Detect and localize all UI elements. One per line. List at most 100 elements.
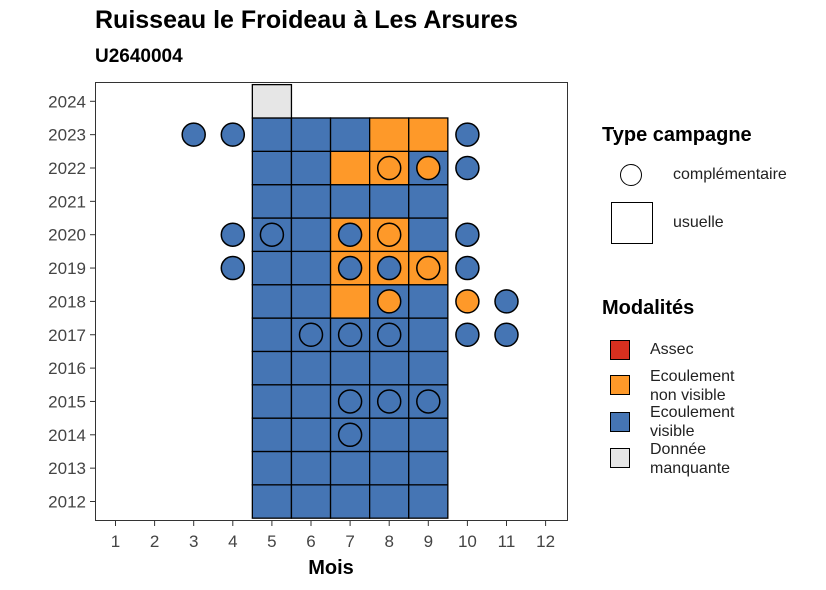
legend-swatch-assec [610, 340, 630, 360]
legend-type-title: Type campagne [602, 124, 752, 146]
legend-type-usuelle: usuelle [673, 214, 724, 231]
legend-square-shape [611, 202, 653, 244]
point-2019-7-ecoulement-visible [337, 255, 363, 281]
tile-2015-6-ecoulement-visible [290, 384, 332, 419]
tile-2014-5-ecoulement-visible [251, 417, 293, 453]
x-tick-label: 4 [228, 532, 237, 551]
tile-2016-5-ecoulement-visible [251, 350, 293, 386]
legend-label-donnee-manquante: Donnée manquante [650, 441, 731, 477]
x-tick-label: 7 [345, 532, 354, 551]
tile-2021-6-ecoulement-visible [290, 184, 332, 219]
y-tick-label: 2014 [48, 426, 86, 445]
x-tick-label: 5 [267, 532, 276, 551]
x-tick-label: 12 [536, 532, 555, 551]
legend-circle-shape [620, 164, 642, 186]
point-2023-10-ecoulement-visible [455, 122, 480, 147]
point-2017-10-ecoulement-visible [455, 322, 480, 347]
point-2019-10-ecoulement-visible [455, 255, 480, 281]
point-2015-7-ecoulement-visible [337, 389, 363, 414]
point-2018-10-ecoulement-non-visible [455, 289, 480, 314]
tile-2019-5-ecoulement-visible [251, 250, 293, 286]
tile-2014-6-ecoulement-visible [290, 417, 332, 453]
tile-2012-5-ecoulement-visible [251, 484, 293, 519]
point-2020-4-ecoulement-visible [220, 222, 246, 247]
point-2020-5-ecoulement-visible [259, 222, 285, 247]
tile-2018-6-ecoulement-visible [290, 284, 332, 319]
tile-2023-5-ecoulement-visible [251, 117, 293, 152]
legend-type-complementaire: complémentaire [673, 166, 787, 183]
tile-2021-8-ecoulement-visible [368, 184, 410, 219]
tile-2022-5-ecoulement-visible [251, 150, 293, 186]
legend-label-ecoulement-non-visible: Ecoulement non visible [650, 368, 735, 404]
point-2015-9-ecoulement-visible [416, 389, 441, 414]
tile-2017-5-ecoulement-visible [251, 317, 293, 353]
y-tick-label: 2021 [48, 192, 86, 211]
tile-2013-7-ecoulement-visible [329, 450, 371, 486]
legend-modalites-title: Modalités [602, 297, 695, 319]
tile-2021-7-ecoulement-visible [329, 184, 371, 219]
legend-swatch-ecoulement-visible [610, 412, 630, 432]
legend-label-assec: Assec [650, 341, 694, 358]
tile-2023-7-ecoulement-visible [329, 117, 371, 152]
legend-swatch-donnee-manquante [610, 448, 630, 468]
y-tick-label: 2016 [48, 359, 86, 378]
tile-2014-8-ecoulement-visible [368, 417, 410, 453]
tile-2017-9-ecoulement-visible [408, 317, 449, 353]
point-2022-10-ecoulement-visible [455, 155, 480, 181]
point-2015-8-ecoulement-visible [376, 389, 402, 414]
x-tick-label: 11 [498, 532, 516, 551]
tile-2018-7-ecoulement-non-visible [329, 284, 371, 319]
tile-2018-9-ecoulement-visible [408, 284, 449, 319]
x-tick-label: 10 [458, 532, 477, 551]
tile-2012-6-ecoulement-visible [290, 484, 332, 519]
tile-2022-6-ecoulement-visible [290, 150, 332, 186]
y-tick-label: 2015 [48, 392, 86, 411]
x-tick-label: 6 [306, 532, 315, 551]
y-tick-label: 2020 [48, 226, 86, 245]
tile-2015-5-ecoulement-visible [251, 384, 293, 419]
y-tick-label: 2022 [48, 159, 86, 178]
point-2019-9-ecoulement-non-visible [416, 255, 441, 281]
point-2022-9-ecoulement-non-visible [416, 155, 441, 181]
tile-2018-5-ecoulement-visible [251, 284, 293, 319]
y-tick-label: 2019 [48, 259, 86, 278]
y-tick-label: 2012 [48, 493, 86, 512]
tile-2016-6-ecoulement-visible [290, 350, 332, 386]
legend-swatch-ecoulement-non-visible [610, 375, 630, 395]
tile-2024-5-donnee-manquante [251, 83, 293, 119]
y-tick-label: 2013 [48, 459, 86, 478]
chart-subtitle: U2640004 [95, 46, 183, 67]
x-tick-label: 9 [424, 532, 433, 551]
point-2017-7-ecoulement-visible [337, 322, 363, 347]
x-axis-label: Mois [308, 557, 354, 579]
tile-2013-6-ecoulement-visible [290, 450, 332, 486]
chart-title: Ruisseau le Froideau à Les Arsures [95, 6, 518, 34]
tile-2019-6-ecoulement-visible [290, 250, 332, 286]
tile-2012-7-ecoulement-visible [329, 484, 371, 519]
tile-2022-7-ecoulement-non-visible [329, 150, 371, 186]
tile-2021-5-ecoulement-visible [251, 184, 293, 219]
tile-2016-9-ecoulement-visible [408, 350, 449, 386]
point-2018-11-ecoulement-visible [494, 289, 519, 314]
tile-2012-8-ecoulement-visible [368, 484, 410, 519]
tile-2012-9-ecoulement-visible [408, 484, 449, 519]
y-tick-label: 2023 [48, 126, 86, 145]
point-2019-4-ecoulement-visible [220, 255, 246, 281]
tile-2023-6-ecoulement-visible [290, 117, 332, 152]
tile-2023-8-ecoulement-non-visible [368, 117, 410, 152]
tile-2020-9-ecoulement-visible [408, 217, 449, 253]
y-tick-label: 2018 [48, 292, 86, 311]
point-2017-8-ecoulement-visible [376, 322, 402, 347]
point-2023-3-ecoulement-visible [181, 122, 206, 147]
x-tick-label: 1 [111, 532, 120, 551]
tile-2020-6-ecoulement-visible [290, 217, 332, 253]
x-tick-label: 2 [150, 532, 159, 551]
tile-2023-9-ecoulement-non-visible [408, 117, 449, 152]
point-2020-7-ecoulement-visible [337, 222, 363, 247]
point-2014-7-ecoulement-visible [337, 422, 363, 448]
point-2022-8-ecoulement-non-visible [376, 155, 402, 181]
tile-2014-9-ecoulement-visible [408, 417, 449, 453]
y-tick-label: 2017 [48, 326, 86, 345]
point-2019-8-ecoulement-visible [376, 255, 402, 281]
